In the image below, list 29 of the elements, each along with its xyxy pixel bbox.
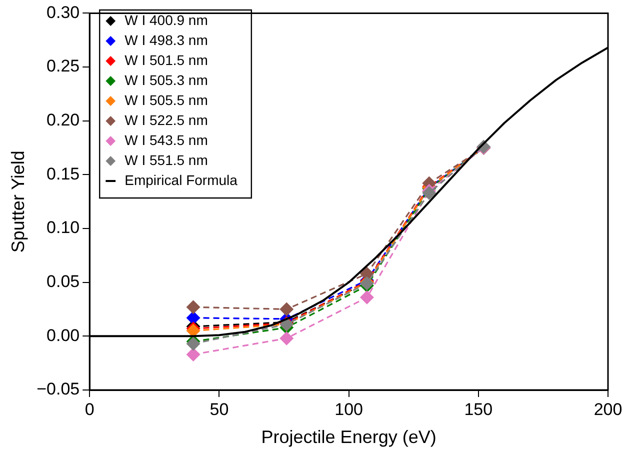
y-tick-label: 0.10	[46, 218, 80, 238]
y-tick-label: 0.25	[46, 56, 80, 76]
legend-label: W I 505.5 nm	[124, 92, 208, 108]
x-tick-label: 100	[334, 400, 363, 419]
y-tick-label: 0.30	[46, 2, 80, 22]
y-tick-label: 0.15	[46, 164, 80, 184]
x-tick-label: 0	[84, 400, 94, 419]
legend-label: W I 551.5 nm	[124, 152, 208, 168]
point	[186, 300, 200, 314]
point	[280, 331, 294, 346]
x-tick-label: 200	[594, 400, 622, 419]
legend-label: W I 400.9 nm	[124, 12, 208, 28]
legend-label: W I 505.3 nm	[124, 72, 208, 88]
legend-label: W I 543.5 nm	[124, 132, 208, 148]
x-tick-label: 50	[210, 400, 229, 419]
legend-label: W I 501.5 nm	[124, 52, 208, 68]
legend-label: Empirical Formula	[124, 172, 238, 188]
legend-label: W I 498.3 nm	[124, 32, 208, 48]
y-tick-label: 0.20	[46, 110, 80, 130]
y-tick-label: 0.05	[46, 272, 80, 292]
legend-label: W I 522.5 nm	[124, 112, 208, 128]
x-tick-label: 150	[464, 400, 493, 419]
point	[360, 290, 374, 304]
x-axis-title: Projectile Energy (eV)	[261, 427, 436, 448]
point	[280, 302, 294, 316]
point	[186, 347, 200, 362]
y-tick-label: −0.05	[36, 380, 80, 399]
y-tick-label: 0.00	[46, 326, 80, 345]
y-axis-title: Sputter Yield	[8, 150, 28, 253]
